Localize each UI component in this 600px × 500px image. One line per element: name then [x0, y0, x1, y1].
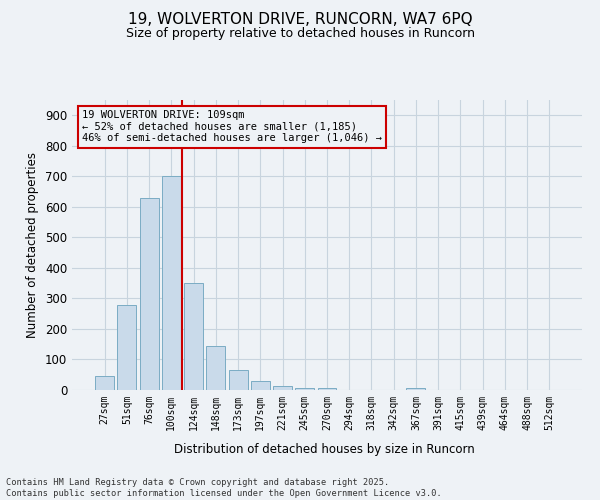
Bar — [95, 376, 114, 390]
Bar — [295, 388, 314, 390]
Y-axis label: Number of detached properties: Number of detached properties — [26, 152, 40, 338]
Text: Size of property relative to detached houses in Runcorn: Size of property relative to detached ho… — [125, 28, 475, 40]
Bar — [251, 381, 270, 390]
Bar — [406, 388, 425, 390]
Text: 19 WOLVERTON DRIVE: 109sqm
← 52% of detached houses are smaller (1,185)
46% of s: 19 WOLVERTON DRIVE: 109sqm ← 52% of deta… — [82, 110, 382, 144]
Bar — [162, 176, 181, 390]
Bar — [140, 198, 158, 390]
Bar — [118, 304, 136, 390]
Text: Distribution of detached houses by size in Runcorn: Distribution of detached houses by size … — [173, 442, 475, 456]
Text: 19, WOLVERTON DRIVE, RUNCORN, WA7 6PQ: 19, WOLVERTON DRIVE, RUNCORN, WA7 6PQ — [128, 12, 472, 28]
Bar — [206, 346, 225, 390]
Bar — [184, 283, 203, 390]
Bar — [317, 388, 337, 390]
Bar — [229, 370, 248, 390]
Text: Contains HM Land Registry data © Crown copyright and database right 2025.
Contai: Contains HM Land Registry data © Crown c… — [6, 478, 442, 498]
Bar — [273, 386, 292, 390]
